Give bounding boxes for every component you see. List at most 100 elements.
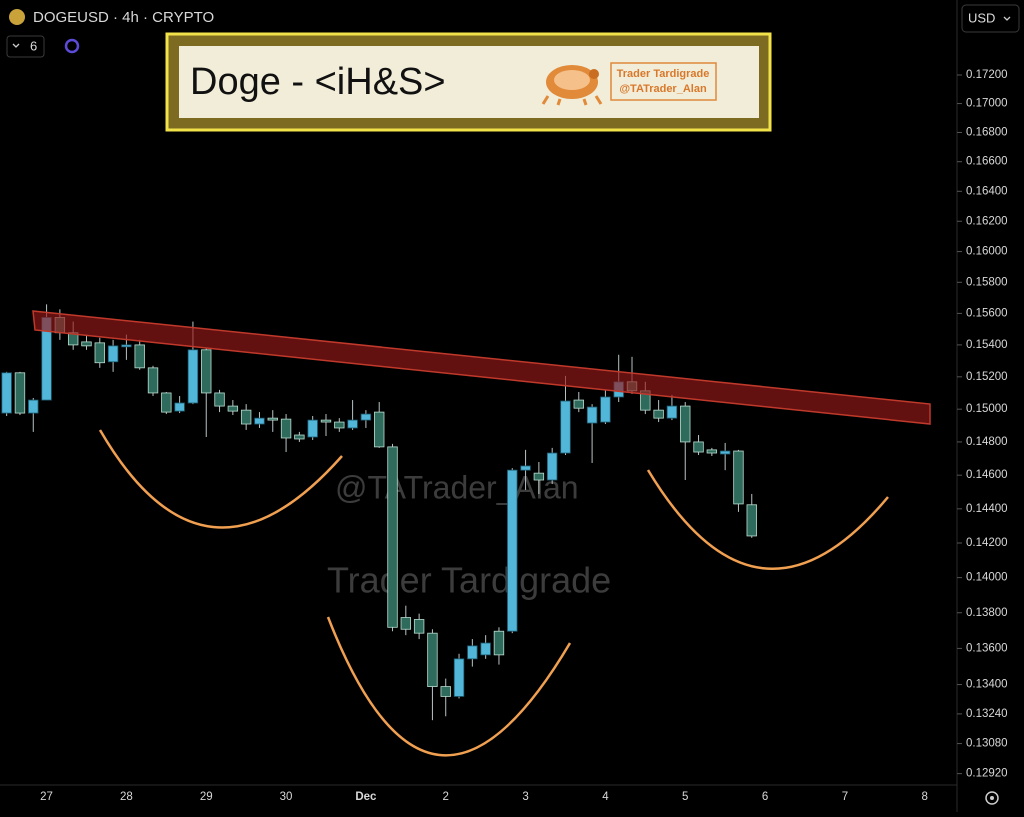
- y-tick-label: 0.16800: [966, 126, 1008, 138]
- candle-body: [14, 372, 26, 414]
- y-tick-label: 0.15000: [966, 403, 1008, 415]
- settings-icon[interactable]: [985, 791, 999, 805]
- currency-select[interactable]: [961, 4, 1020, 33]
- candle-body: [187, 349, 199, 404]
- candle-body: [280, 418, 292, 439]
- y-tick-label: 0.17200: [966, 69, 1008, 81]
- y-tick-label: 0.16200: [966, 215, 1008, 227]
- neckline-band: [32, 310, 931, 425]
- candle-body: [254, 417, 265, 425]
- candle-body: [546, 452, 558, 481]
- y-tick-label: 0.13400: [966, 679, 1008, 691]
- candle-body: [201, 349, 212, 394]
- candle-body: [480, 642, 491, 656]
- candle-body: [161, 392, 172, 413]
- candle-body: [653, 409, 664, 419]
- candle-body: [693, 441, 704, 453]
- candle-body: [360, 413, 372, 421]
- watermark-name: Trader Tardigrade: [327, 560, 611, 601]
- candle-body: [493, 630, 505, 656]
- chevron-icon: [12, 43, 20, 48]
- head-arc: [326, 616, 572, 757]
- candle-body: [147, 367, 159, 394]
- candles: [1, 304, 757, 721]
- y-tick-label: 0.15600: [966, 307, 1008, 319]
- x-tick-label: 30: [280, 791, 293, 803]
- candle-body: [240, 409, 252, 425]
- candle-body: [28, 399, 39, 414]
- logo-name: Trader Tardigrade: [617, 68, 710, 80]
- x-tick-label: 4: [602, 791, 609, 803]
- banner-title: Doge - <iH&S>: [190, 61, 446, 103]
- y-tick-label: 0.14800: [966, 436, 1008, 448]
- y-tick-label: 0.14600: [966, 469, 1008, 481]
- candle-body: [134, 344, 145, 369]
- y-tick-label: 0.16600: [966, 156, 1008, 168]
- symbol-title: DOGEUSD · 4h · CRYPTO: [33, 9, 214, 26]
- candle-body: [267, 417, 278, 421]
- y-tick-label: 0.13600: [966, 642, 1008, 654]
- candle-body: [586, 406, 598, 424]
- candle-body: [507, 469, 518, 632]
- candle-body: [680, 405, 691, 443]
- candle-body: [334, 421, 345, 429]
- candle-body: [573, 399, 584, 409]
- candle-body: [214, 392, 225, 407]
- x-tick-label: 8: [922, 791, 928, 803]
- candle-body: [440, 686, 451, 697]
- candle-body: [533, 472, 545, 481]
- coin-icon: [9, 9, 25, 25]
- logo-icon: [541, 65, 603, 106]
- y-tick-label: 0.13240: [966, 708, 1008, 720]
- right-shoulder-arc: [646, 469, 889, 570]
- candle-body: [121, 344, 132, 348]
- y-tick-label: 0.15200: [966, 371, 1008, 383]
- candle-body: [94, 342, 105, 364]
- y-tick-label: 0.15800: [966, 276, 1008, 288]
- candle-body: [467, 645, 478, 660]
- logo-box: [610, 62, 717, 101]
- y-tick-label: 0.16400: [966, 185, 1008, 197]
- y-tick-label: 0.13080: [966, 738, 1008, 750]
- candle-body: [174, 402, 185, 412]
- candle-body: [374, 411, 385, 448]
- candle-body: [520, 465, 531, 471]
- indicator-toggle[interactable]: [6, 35, 45, 58]
- y-tick-label: 0.16000: [966, 246, 1008, 258]
- candle-body: [706, 449, 718, 454]
- candle-body: [227, 405, 239, 412]
- candle-body: [560, 400, 571, 454]
- x-tick-label: Dec: [355, 791, 377, 803]
- x-tick-label: 7: [842, 791, 848, 803]
- x-tick-label: 28: [120, 791, 133, 803]
- candle-body: [307, 419, 318, 438]
- candle-body: [746, 504, 757, 537]
- left-shoulder-arc: [98, 429, 343, 529]
- y-tick-label: 0.17000: [966, 98, 1008, 110]
- y-tick-label: 0.14400: [966, 503, 1008, 515]
- x-tick-label: 27: [40, 791, 53, 803]
- candle-body: [1, 372, 12, 414]
- currency-label: USD: [968, 10, 995, 25]
- candle-body: [453, 658, 465, 697]
- x-tick-label: 6: [762, 791, 768, 803]
- candle-body: [347, 419, 358, 429]
- x-tick-label: 2: [443, 791, 449, 803]
- candle-body: [719, 450, 731, 455]
- candle-body: [107, 345, 119, 363]
- candle-body: [387, 446, 398, 628]
- banner-body: [179, 46, 759, 118]
- chevron-icon: [1003, 16, 1011, 21]
- x-tick-label: 5: [682, 791, 688, 803]
- sync-icon[interactable]: [64, 38, 80, 54]
- candle-body: [320, 419, 332, 423]
- candle-body: [413, 619, 425, 634]
- candle-body: [400, 617, 412, 630]
- candle-body: [427, 632, 438, 687]
- candle-body: [600, 396, 611, 423]
- candle-body: [294, 434, 305, 440]
- candle-body: [81, 341, 92, 347]
- candle-body: [666, 405, 678, 419]
- x-tick-label: 3: [522, 791, 528, 803]
